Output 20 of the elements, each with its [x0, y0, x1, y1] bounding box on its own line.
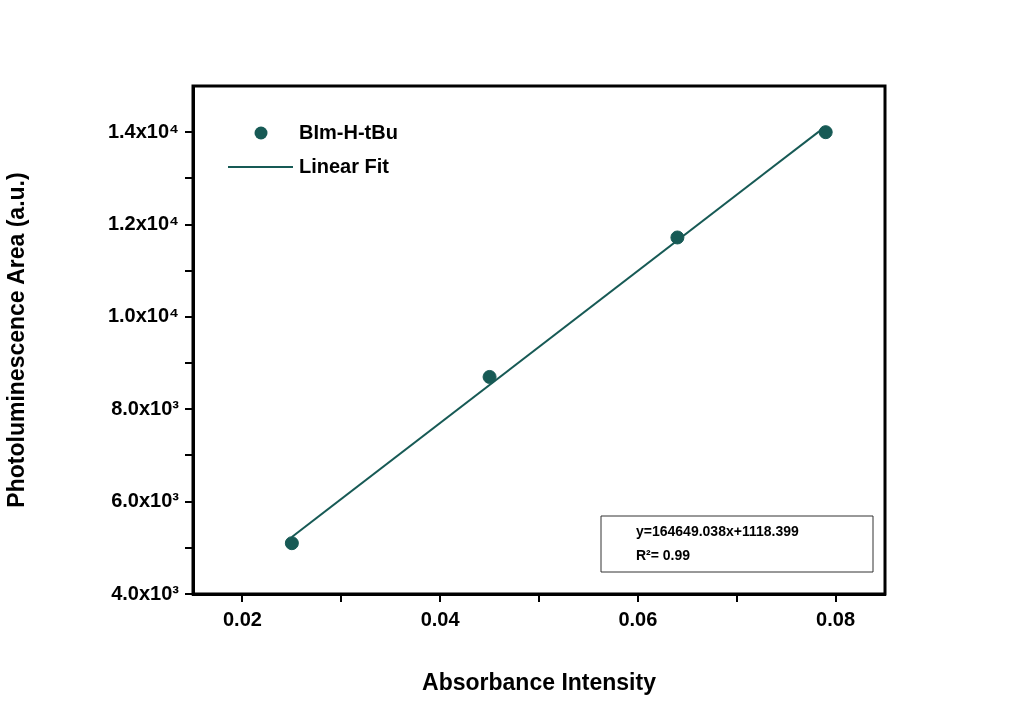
- y-tick-label: 8.0x10³: [111, 396, 180, 419]
- y-tick-label: 4.0x10³: [111, 581, 180, 604]
- x-axis-title: Absorbance Intensity: [422, 668, 657, 695]
- y-axis-title: Photoluminescence Area (a.u.): [3, 172, 30, 508]
- annotation: y=164649.038x+1118.399: [636, 522, 799, 539]
- point: [482, 369, 497, 384]
- legend-label: BIm-H-tBu: [299, 120, 398, 143]
- y-tick-label: 1.4x10⁴: [107, 119, 179, 142]
- point: [670, 230, 685, 245]
- x-tick-label: 0.02: [222, 607, 262, 630]
- y-tick-label: 6.0x10³: [111, 489, 180, 512]
- annotation: R²= 0.99: [636, 546, 691, 563]
- y-tick-label: 1.0x10⁴: [107, 304, 179, 327]
- point: [818, 125, 833, 140]
- x-tick-label: 0.08: [816, 607, 856, 630]
- legend-label: Linear Fit: [299, 154, 390, 177]
- x-tick-label: 0.04: [420, 607, 461, 630]
- point: [284, 536, 299, 551]
- x-tick-label: 0.06: [618, 607, 658, 630]
- y-tick-label: 1.2x10⁴: [107, 212, 179, 235]
